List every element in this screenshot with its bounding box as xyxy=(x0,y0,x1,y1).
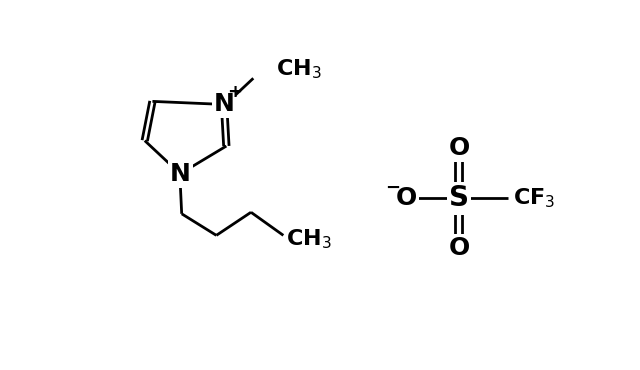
Text: N: N xyxy=(214,92,234,117)
Text: N: N xyxy=(170,162,191,186)
Text: O: O xyxy=(396,186,417,211)
Text: S: S xyxy=(449,184,469,212)
Text: −: − xyxy=(385,179,400,196)
Text: O: O xyxy=(448,236,470,260)
Text: +: + xyxy=(227,83,243,101)
Text: CF$_3$: CF$_3$ xyxy=(513,186,555,210)
Text: CH$_3$: CH$_3$ xyxy=(287,228,332,251)
Text: CH$_3$: CH$_3$ xyxy=(276,57,322,81)
Text: O: O xyxy=(448,137,470,160)
